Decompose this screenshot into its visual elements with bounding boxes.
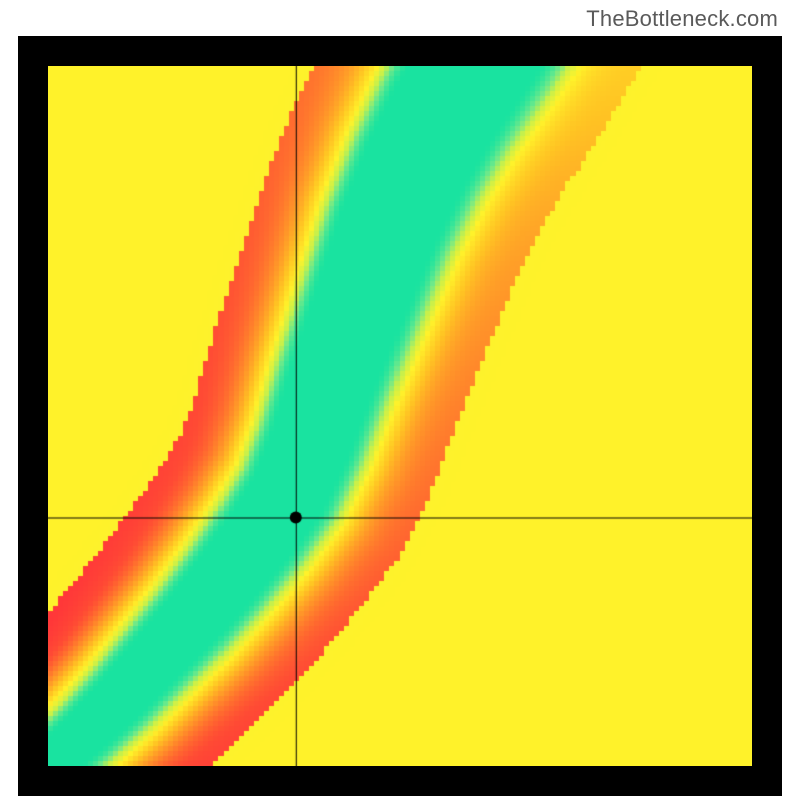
crosshair-overlay	[48, 66, 752, 766]
watermark-text: TheBottleneck.com	[586, 6, 778, 32]
chart-container: TheBottleneck.com	[0, 0, 800, 800]
